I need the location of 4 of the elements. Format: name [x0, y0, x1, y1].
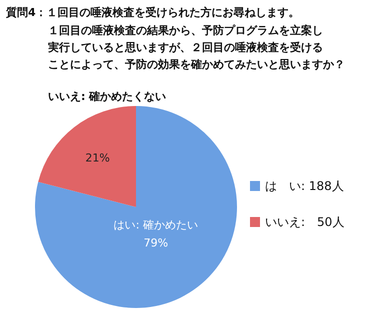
- title: 質問4：１回目の唾液検査を受けられた方にお尋ねします。: [6, 6, 300, 19]
- subtitle: １回目の唾液検査の結果から、予防プログラムを立案し: [48, 24, 323, 37]
- subtitle: ことによって、予防の効果を確かめてみたいと思いますか？: [48, 58, 345, 71]
- subtitle: 実行していると思いますが、２回目の唾液検査を受ける: [48, 41, 323, 54]
